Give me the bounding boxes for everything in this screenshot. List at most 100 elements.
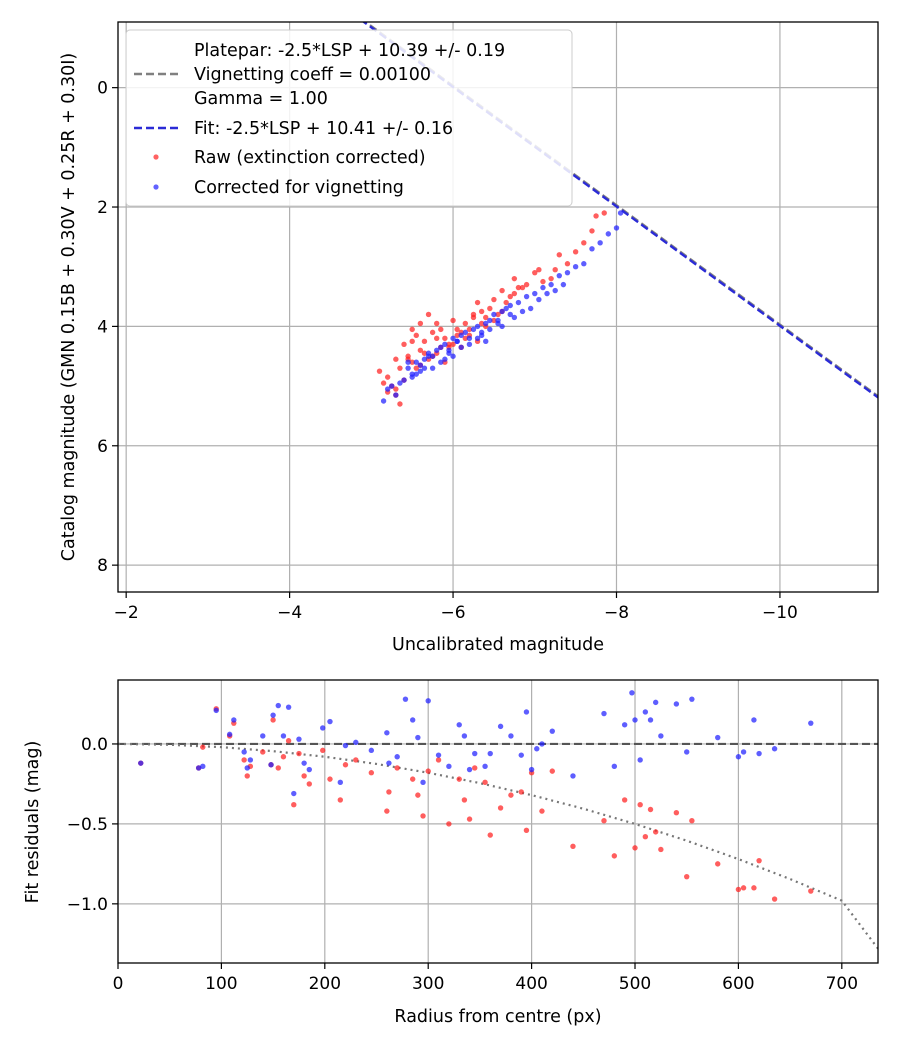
corrected-point <box>511 314 518 321</box>
raw-point <box>689 818 695 824</box>
legend-corrected-label: Corrected for vignetting <box>194 178 404 198</box>
corrected-point <box>438 359 444 365</box>
raw-point <box>301 773 307 779</box>
raw-point <box>417 320 424 327</box>
corrected-point <box>450 335 456 342</box>
x-tick-label: 100 <box>205 974 237 994</box>
x-tick-label: −2 <box>114 603 139 623</box>
corrected-point <box>474 323 481 330</box>
corrected-point <box>508 733 514 739</box>
raw-point <box>495 311 501 318</box>
corrected-point <box>450 353 456 359</box>
corrected-point <box>244 765 250 771</box>
raw-point <box>548 275 554 282</box>
corrected-point <box>434 347 440 353</box>
corrected-point <box>497 723 504 730</box>
corrected-point <box>523 293 530 300</box>
corrected-point <box>231 717 237 723</box>
corrected-point <box>247 757 254 763</box>
corrected-point <box>446 763 452 770</box>
raw-point <box>393 356 399 362</box>
y-tick-label: 4 <box>97 317 108 337</box>
corrected-point <box>409 374 415 380</box>
corrected-point <box>394 754 400 760</box>
corrected-point <box>499 308 505 315</box>
corrected-point <box>515 299 522 306</box>
raw-point <box>549 768 555 774</box>
corrected-point <box>549 728 555 734</box>
raw-point <box>409 326 415 333</box>
raw-point <box>515 284 522 291</box>
raw-point <box>384 808 390 814</box>
clipped-series <box>118 690 878 950</box>
raw-point <box>652 829 659 835</box>
raw-point <box>413 365 419 371</box>
raw-point <box>342 762 349 768</box>
legend-fit-label: Fit: -2.5*LSP + 10.41 +/- 0.16 <box>194 119 453 139</box>
raw-point <box>394 765 400 771</box>
raw-point <box>508 792 514 798</box>
bottom-axes-frame <box>117 679 879 964</box>
corrected-point <box>629 690 635 696</box>
corrected-point <box>570 773 576 779</box>
corrected-point <box>458 332 464 339</box>
corrected-point <box>527 305 534 312</box>
raw-point <box>409 359 415 365</box>
raw-point <box>446 821 452 827</box>
corrected-point <box>458 344 464 350</box>
raw-point <box>466 816 473 822</box>
raw-point <box>260 749 266 755</box>
x-tick-label: 300 <box>412 974 444 994</box>
raw-point <box>472 765 478 771</box>
raw-point <box>368 770 375 776</box>
corrected-point <box>507 302 513 309</box>
corrected-point <box>442 341 448 348</box>
raw-point <box>417 347 424 353</box>
raw-point <box>572 249 579 255</box>
corrected-point <box>647 717 654 723</box>
corrected-point <box>138 760 144 766</box>
corrected-point <box>534 746 540 752</box>
raw-point <box>491 296 497 303</box>
raw-point <box>241 757 247 763</box>
corrected-point <box>417 368 424 374</box>
corrected-point <box>495 317 501 324</box>
corrected-point <box>601 710 607 717</box>
raw-point <box>658 846 664 853</box>
residuals-vs-radius-plot: 0 100 200 300 400 500 600 700 0.0 −0.5 −1.0 Radius… <box>23 679 879 1027</box>
raw-point <box>275 765 281 771</box>
corrected-point <box>499 323 505 330</box>
x-tick-label: −6 <box>441 603 466 623</box>
raw-point <box>497 805 504 811</box>
corrected-point <box>491 311 497 318</box>
corrected-point <box>474 335 481 342</box>
corrected-point <box>405 359 411 365</box>
corrected-point <box>503 305 509 312</box>
top-legend: Platepar: -2.5*LSP + 10.39 +/- 0.19 Vign… <box>125 29 573 207</box>
corrected-point <box>413 359 419 365</box>
corrected-point <box>296 736 302 742</box>
raw-point <box>503 299 509 306</box>
raw-point <box>280 754 287 760</box>
corrected-point <box>632 717 638 723</box>
raw-point <box>621 797 628 803</box>
corrected-point <box>417 362 424 368</box>
raw-point <box>376 368 383 374</box>
corrected-point <box>226 731 233 738</box>
y-tick-label: 0 <box>97 79 108 99</box>
raw-point <box>715 861 721 867</box>
raw-point <box>380 380 387 386</box>
corrected-point <box>438 344 444 350</box>
raw-point <box>450 317 456 324</box>
corrected-point <box>466 341 473 348</box>
x-tick-label: 0 <box>113 974 124 994</box>
corrected-point <box>740 749 747 755</box>
raw-point <box>540 278 546 285</box>
raw-point <box>244 773 250 779</box>
raw-point <box>589 228 595 234</box>
corrected-point <box>461 733 468 739</box>
corrected-point <box>425 353 432 359</box>
corrected-point <box>560 281 567 288</box>
x-tick-label: 400 <box>515 974 547 994</box>
corrected-point <box>756 750 762 757</box>
